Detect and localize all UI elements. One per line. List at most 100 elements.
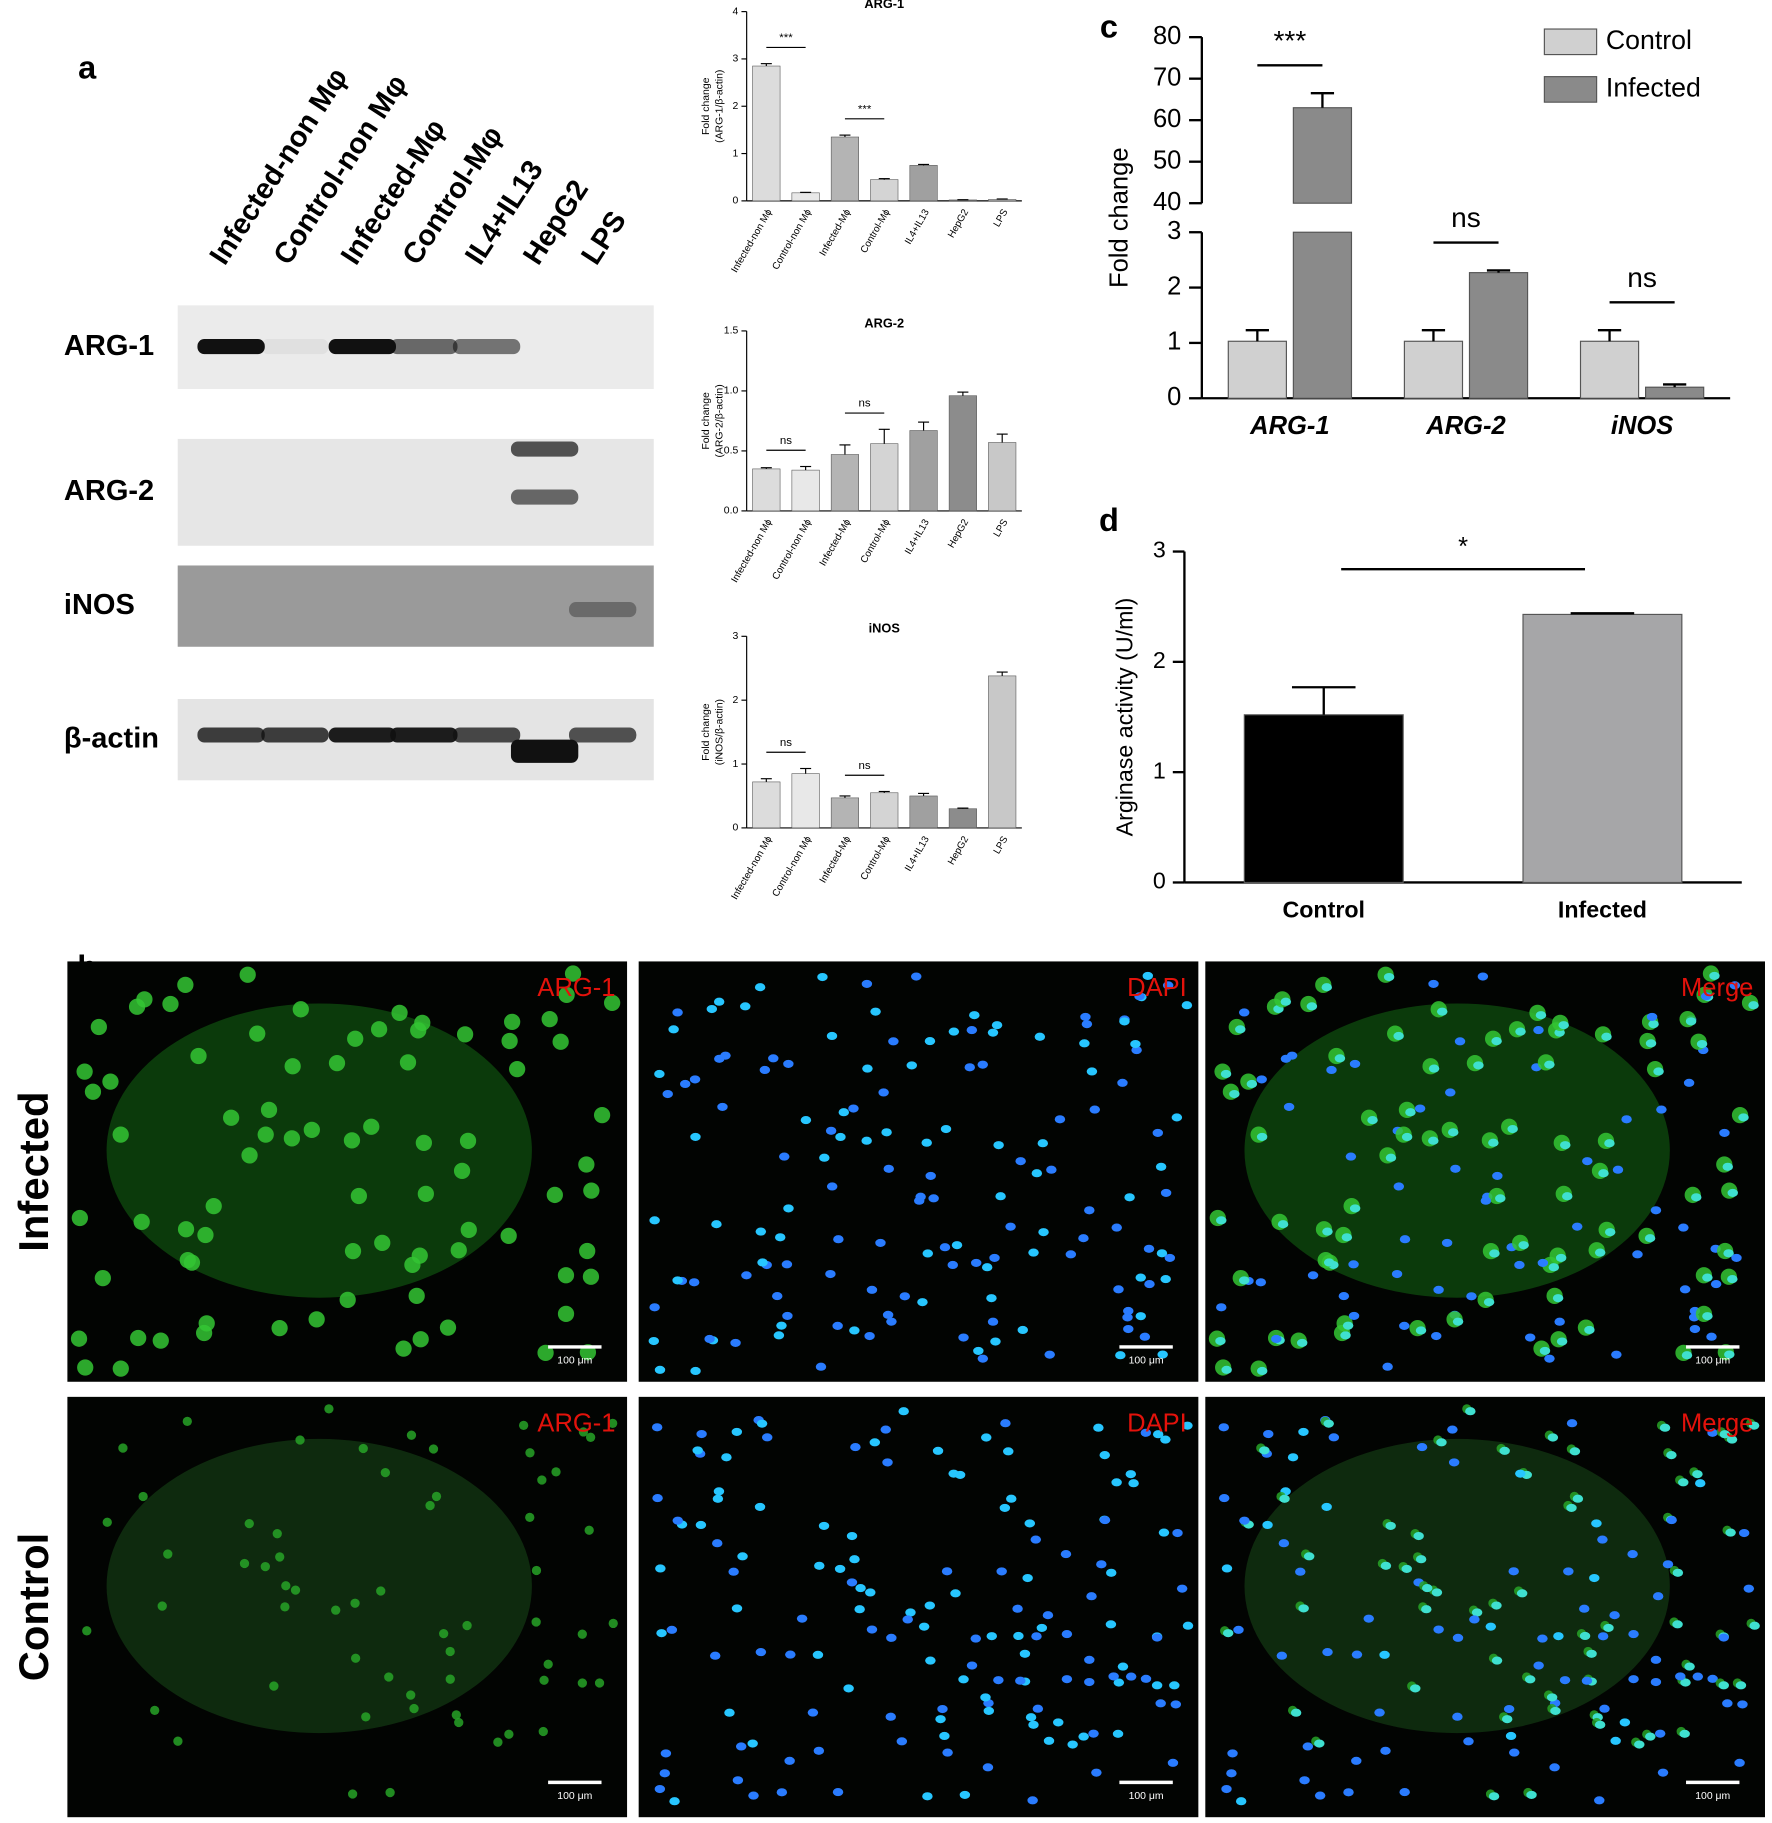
nucleus — [783, 1204, 794, 1213]
arg1-cell — [84, 1083, 102, 1100]
nucleus — [1657, 1768, 1669, 1777]
arg1-cell — [385, 1787, 395, 1798]
nucleus — [1722, 1699, 1733, 1708]
nucleus — [768, 1054, 779, 1063]
nucleus — [1065, 1250, 1077, 1259]
nucleus — [1448, 1458, 1460, 1467]
nucleus — [832, 1788, 844, 1797]
nucleus — [1374, 1708, 1385, 1717]
nucleus — [761, 1433, 773, 1442]
nucleus — [666, 1625, 678, 1634]
nucleus — [950, 1589, 961, 1598]
nucleus — [1492, 1171, 1503, 1180]
arg1-cell — [272, 1529, 282, 1539]
nucleus — [1013, 1631, 1024, 1641]
nucleus — [774, 1233, 786, 1242]
blot-band — [197, 727, 265, 743]
arg1-cell — [173, 1736, 183, 1746]
cytoplasm-glow — [106, 1003, 532, 1298]
nucleus — [928, 1194, 939, 1203]
nucleus — [1597, 1535, 1608, 1544]
arg1-cell — [283, 1130, 301, 1147]
nucleus — [651, 1423, 663, 1432]
nucleus — [1380, 1561, 1392, 1570]
nucleus — [951, 1241, 963, 1250]
y-tick-label: 40 — [1153, 188, 1181, 216]
nucleus — [1084, 1655, 1095, 1664]
arg1-cell — [546, 1186, 563, 1204]
nucleus — [1271, 1334, 1282, 1344]
nucleus — [1167, 1758, 1179, 1767]
nucleus — [1722, 1162, 1733, 1171]
nucleus — [1015, 1676, 1026, 1685]
bar — [870, 443, 899, 512]
nucleus — [1652, 1592, 1664, 1601]
arg1-cell — [150, 1705, 160, 1716]
arg1-cell — [136, 991, 153, 1008]
arg1-cell — [537, 1475, 547, 1485]
arg1-cell — [582, 1268, 600, 1285]
x-tick-label: ARG-2 — [1425, 412, 1505, 440]
bar — [752, 468, 781, 512]
blot-row-label: iNOS — [64, 589, 135, 621]
nucleus — [654, 1784, 666, 1794]
nucleus — [958, 1333, 969, 1342]
arg1-cell — [558, 986, 575, 1003]
arg1-cell — [303, 1121, 320, 1139]
chart-title: ARG-1 — [864, 0, 904, 11]
nucleus — [925, 1656, 936, 1665]
nucleus — [1488, 1138, 1499, 1147]
bar — [830, 136, 859, 202]
nucleus — [1338, 1292, 1350, 1301]
nucleus — [1345, 1152, 1357, 1161]
arg1-cell — [604, 994, 621, 1012]
nucleus — [996, 1567, 1007, 1576]
blot-row-label: ARG-1 — [64, 330, 154, 362]
row-label: Infected — [10, 1091, 57, 1251]
nucleus — [813, 1746, 825, 1755]
bar — [988, 199, 1017, 202]
nucleus — [1604, 1228, 1616, 1237]
scale-bar-label: 100 μm — [1129, 1356, 1164, 1367]
nucleus — [1314, 1791, 1326, 1800]
nucleus — [1221, 1365, 1232, 1374]
arg1-cell — [409, 1703, 419, 1714]
nucleus — [1431, 1331, 1442, 1341]
nucleus — [1628, 1630, 1639, 1639]
nucleus — [1105, 1620, 1117, 1629]
y-tick-label: 0 — [1153, 868, 1166, 894]
nucleus — [948, 1027, 960, 1036]
significance-label: *** — [1273, 25, 1306, 56]
nucleus — [1296, 1338, 1308, 1347]
nucleus — [1724, 1350, 1735, 1359]
arg1-cell — [339, 1291, 356, 1308]
nucleus — [1696, 1039, 1708, 1049]
nucleus — [1584, 1325, 1595, 1335]
nucleus — [1684, 1662, 1695, 1671]
scale-bar-label: 100 μm — [557, 1791, 592, 1802]
nucleus — [1096, 1560, 1107, 1569]
nucleus — [1416, 1443, 1428, 1452]
nucleus — [875, 1238, 886, 1247]
nucleus — [1111, 1223, 1122, 1232]
nucleus — [688, 1278, 700, 1287]
nucleus — [1594, 1248, 1606, 1257]
nucleus — [1659, 1423, 1671, 1432]
nucleus — [1218, 1423, 1230, 1432]
nucleus — [1363, 1614, 1374, 1623]
scale-bar-label: 100 μm — [1129, 1791, 1164, 1802]
arg1-cell — [344, 1243, 362, 1260]
nucleus — [1441, 1238, 1453, 1247]
nucleus — [865, 1588, 876, 1597]
arg1-cell — [380, 1467, 391, 1478]
nucleus — [925, 1171, 936, 1180]
nucleus — [881, 1128, 892, 1137]
nucleus — [1125, 1470, 1137, 1479]
nucleus — [1182, 1421, 1193, 1430]
nucleus — [1030, 1535, 1042, 1544]
arg1-cell — [428, 1444, 439, 1454]
nucleus — [1448, 1128, 1459, 1137]
nucleus — [1544, 1060, 1555, 1069]
legend-swatch — [1543, 76, 1598, 103]
